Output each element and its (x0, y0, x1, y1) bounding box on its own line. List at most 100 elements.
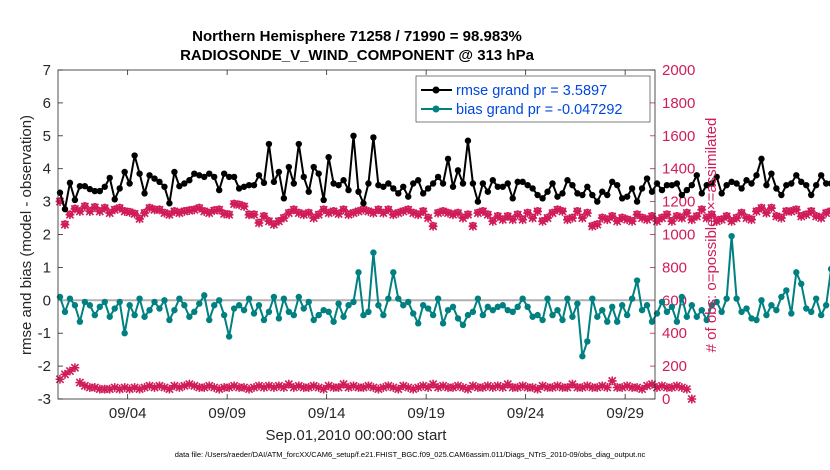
obs-count-lower-marker (398, 381, 408, 391)
rmse-point (215, 186, 223, 194)
obs-count-lower-marker (319, 384, 329, 394)
obs-count-lower-marker (428, 379, 438, 389)
obs-count-lower-marker (65, 366, 75, 376)
obs-assimilated-marker (602, 215, 612, 225)
rmse-point (176, 182, 183, 190)
bias-point (822, 302, 830, 309)
right-y-tick-label: 1600 (662, 128, 695, 145)
obs-assimilated-marker (229, 199, 239, 209)
rmse-point (325, 153, 332, 161)
obs-count-lower-marker (503, 379, 513, 389)
obs-assimilated-marker (254, 218, 264, 228)
rmse-point (340, 177, 347, 184)
obs-assimilated-marker (115, 203, 125, 213)
bias-point (424, 305, 432, 312)
rmse-point (703, 181, 710, 189)
obs-assimilated-marker (667, 216, 677, 226)
obs-count-lower-marker (543, 383, 552, 392)
bias-point (788, 310, 795, 317)
rmse-point (201, 173, 208, 181)
bias-point (101, 298, 108, 306)
obs-assimilated-marker (543, 213, 552, 223)
obs-assimilated-marker (776, 213, 786, 223)
rmse-point (385, 180, 392, 187)
right-y-tick-label: 2000 (662, 62, 695, 79)
bias-point (658, 298, 666, 306)
rmse-point (91, 187, 99, 195)
rmse-point (101, 183, 108, 190)
obs-assimilated-marker (398, 207, 408, 216)
obs-assimilated-marker (781, 207, 791, 216)
left-y-tick-label: 3 (43, 194, 51, 211)
rmse-point (220, 170, 228, 177)
rmse-point (419, 190, 427, 197)
obs-assimilated-marker (150, 205, 159, 215)
rmse-point (524, 181, 531, 189)
bias-point (549, 311, 556, 319)
bias-point (410, 310, 417, 317)
rmse-point (405, 193, 412, 200)
rmse-point (305, 188, 312, 195)
rmse-point (574, 190, 581, 197)
bias-point (181, 302, 188, 309)
obs-count-lower-marker (334, 383, 343, 392)
obs-assimilated-marker (224, 210, 234, 220)
bias-point (61, 308, 69, 316)
bias-point (330, 318, 337, 325)
obs-assimilated-marker (612, 216, 622, 226)
rmse-point (798, 178, 805, 186)
bias-point (350, 298, 357, 306)
bias-point (360, 311, 367, 319)
rmse-point (474, 198, 482, 205)
rmse-point (255, 172, 263, 179)
obs-count-lower-marker (607, 376, 617, 386)
obs-assimilated-marker (388, 210, 398, 220)
bias-point (524, 303, 531, 311)
bias-point (584, 338, 591, 345)
rmse-point (803, 181, 810, 189)
obs-assimilated-marker (801, 210, 811, 220)
obs-count-lower-marker (602, 383, 612, 392)
obs-assimilated-marker (179, 207, 189, 216)
obs-count-lower-marker (393, 384, 403, 394)
obs-assimilated-marker (816, 213, 826, 223)
obs-count-lower-marker (160, 383, 169, 392)
bias-point (260, 316, 268, 324)
rmse-point (444, 155, 452, 163)
obs-assimilated-marker (274, 216, 284, 226)
bias-point (444, 306, 452, 314)
bias-point (464, 311, 472, 319)
rmse-point (648, 188, 656, 195)
obs-count-lower-marker (558, 383, 567, 392)
rmse-point (529, 185, 536, 192)
rmse-point (599, 188, 606, 195)
bias-point (683, 313, 691, 320)
rmse-point (817, 172, 825, 179)
obs-count-lower-marker (617, 383, 627, 392)
obs-count-lower-marker (582, 381, 592, 391)
obs-count-lower-marker (125, 384, 135, 394)
obs-assimilated-marker (219, 209, 229, 219)
legend-box (415, 75, 651, 123)
rmse-point (61, 205, 69, 213)
obs-assimilated-marker (597, 213, 607, 223)
obs-count-lower-marker (418, 381, 428, 391)
obs-count-lower-marker (214, 384, 224, 394)
obs-assimilated-marker (518, 215, 528, 225)
rmse-point (136, 170, 143, 177)
bias-point (469, 308, 477, 316)
obs-count-lower-marker (548, 383, 557, 392)
bias-point (504, 306, 511, 314)
rmse-point (559, 190, 566, 197)
obs-count-lower-marker (383, 381, 393, 391)
rmse-point (141, 190, 148, 197)
obs-assimilated-marker (199, 207, 209, 216)
rmse-point (628, 185, 636, 192)
legend-rmse-marker (432, 86, 440, 94)
obs-assimilated-marker (438, 207, 448, 216)
rmse-point (156, 178, 163, 186)
rmse-point (315, 170, 322, 177)
obs-count-lower-marker (657, 381, 667, 391)
chart-title: Northern Hemisphere 71258 / 71990 = 98.9… (192, 28, 522, 45)
obs-assimilated-marker (165, 210, 174, 220)
